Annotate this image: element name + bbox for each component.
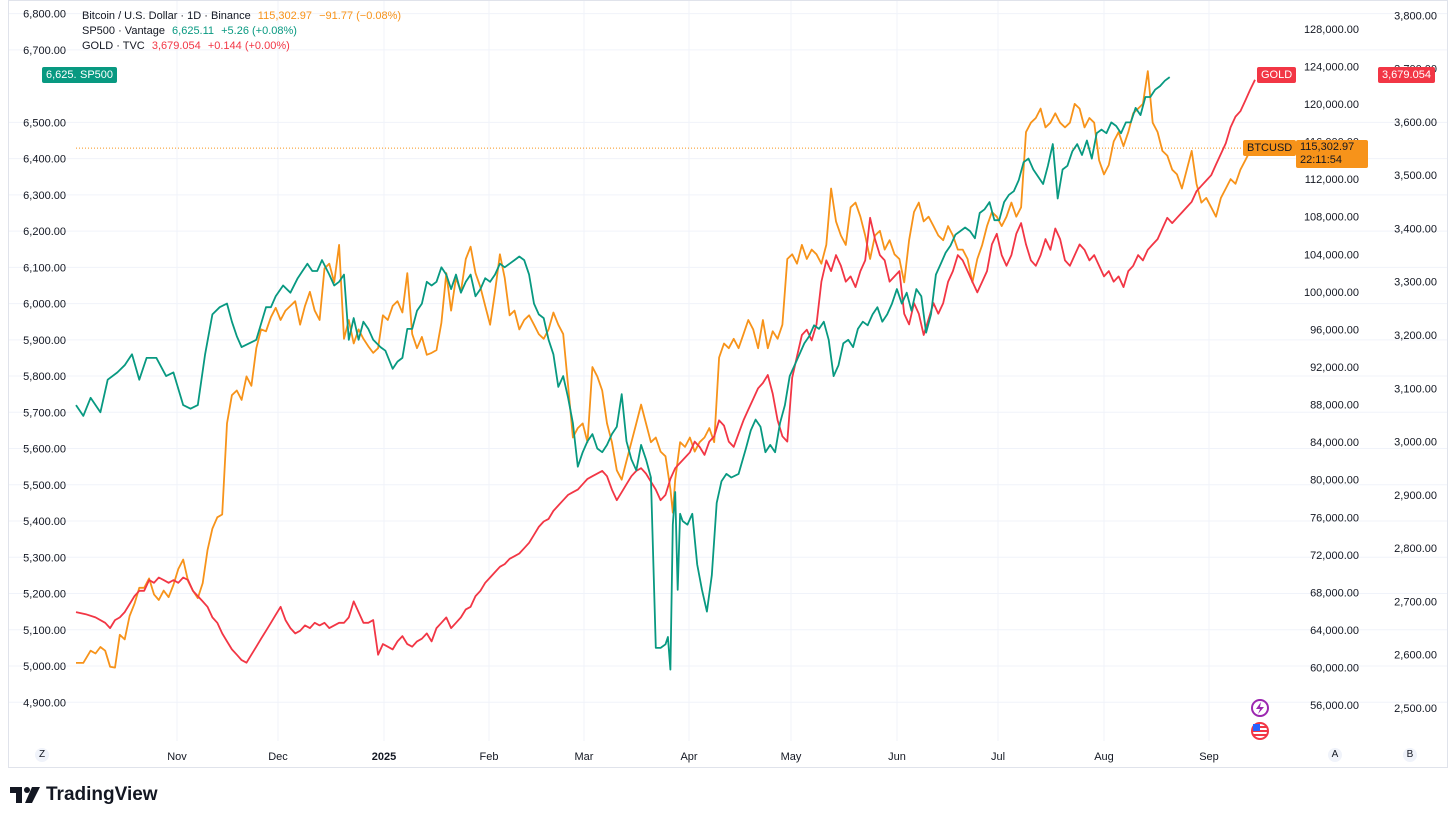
btc-axis-tick-label: 92,000.00 [1310,362,1359,374]
scale-b-button[interactable]: B [1403,748,1417,762]
btc-axis-tick-label: 72,000.00 [1310,550,1359,562]
x-axis-tick-label: Dec [268,751,288,763]
x-axis-tick-label: Nov [167,751,187,763]
gold-axis-tick-label: 2,800.00 [1394,543,1437,555]
tradingview-logo-icon [10,787,40,803]
tradingview-logo[interactable]: TradingView [10,784,158,806]
legend-btc-change: −91.77 (−0.08%) [319,10,402,22]
gold-axis-tick-label: 3,400.00 [1394,223,1437,235]
btc-axis-tick-label: 60,000.00 [1310,663,1359,675]
left-axis-tick-label: 6,800.00 [23,9,66,21]
left-axis-tick-label: 5,600.00 [23,444,66,456]
btc-price-tag: 115,302.97 22:11:54 [1296,140,1368,168]
btc-axis-tick-label: 100,000.00 [1304,287,1359,299]
x-axis-tick-label: 2025 [372,751,396,763]
btc-name-tag: BTCUSD [1243,140,1297,156]
left-axis-tick-label: 5,700.00 [23,407,66,419]
us-flag-icon [1253,724,1267,736]
legend-sp500: SP500 · Vantage 6,625.11 +5.26 (+0.08%) [82,23,301,39]
gold-axis-tick-label: 2,600.00 [1394,650,1437,662]
gold-axis-tick-label: 3,100.00 [1394,383,1437,395]
auto-scale-button[interactable]: A [1328,748,1342,762]
us-flag-event-icon[interactable] [1251,722,1269,740]
left-axis-tick-label: 5,200.00 [23,589,66,601]
gold-axis-tick-label: 2,700.00 [1394,596,1437,608]
legend-sp500-change: +5.26 (+0.08%) [221,25,297,37]
series-line-btcusd [76,70,1256,669]
x-axis-tick-label: Jul [991,751,1005,763]
gold-axis-tick-label: 3,600.00 [1394,117,1437,129]
x-axis-tick-label: Mar [575,751,594,763]
legend-gold-value: 3,679.054 [151,40,201,52]
x-axis-tick-label: Jun [888,751,906,763]
gold-axis-tick-label: 3,500.00 [1394,170,1437,182]
btc-countdown: 22:11:54 [1300,154,1343,166]
left-axis-tick-label: 6,500.00 [23,117,66,129]
btc-axis-tick-label: 76,000.00 [1310,512,1359,524]
left-axis-tick-label: 6,700.00 [23,45,66,57]
left-axis-tick-label: 5,900.00 [23,335,66,347]
sp500-name-tag: SP500 [76,67,118,83]
x-axis-tick-label: May [781,751,802,763]
legend-btc: Bitcoin / U.S. Dollar · 1D · Binance 115… [82,8,405,24]
legend-gold-change: +0.144 (+0.00%) [207,40,290,52]
lightning-icon [1256,702,1264,714]
left-axis-tick-label: 6,000.00 [23,299,66,311]
zoom-button[interactable]: Z [35,748,49,762]
x-axis-tick-label: Feb [480,751,499,763]
left-axis-tick-label: 4,900.00 [23,697,66,709]
gold-axis-tick-label: 3,000.00 [1394,437,1437,449]
btc-axis-tick-label: 120,000.00 [1304,99,1359,111]
left-axis-tick-label: 5,300.00 [23,552,66,564]
left-axis-tick-label: 6,200.00 [23,226,66,238]
series-line-gold [75,79,1256,664]
btc-axis-tick-label: 128,000.00 [1304,24,1359,36]
left-axis-tick-label: 5,400.00 [23,516,66,528]
btc-axis-tick-label: 80,000.00 [1310,475,1359,487]
left-axis-tick-label: 6,400.00 [23,154,66,166]
gold-axis-tick-label: 2,900.00 [1394,490,1437,502]
btc-axis-tick-label: 56,000.00 [1310,700,1359,712]
gold-axis-tick-label: 2,500.00 [1394,703,1437,715]
legend-sp500-name: SP500 · Vantage [82,25,165,37]
left-axis-tick-label: 6,300.00 [23,190,66,202]
btc-price-value: 115,302.97 [1300,141,1355,153]
btc-axis-tick-label: 108,000.00 [1304,212,1359,224]
series-line-sp500 [75,76,1171,671]
legend-btc-value: 115,302.97 [257,10,313,22]
legend-gold-name: GOLD · TVC [82,40,145,52]
legend-gold: GOLD · TVC 3,679.054 +0.144 (+0.00%) [82,38,294,54]
legend-btc-name: Bitcoin / U.S. Dollar · 1D · Binance [82,10,251,22]
btc-axis-tick-label: 84,000.00 [1310,437,1359,449]
gold-axis-tick-label: 3,300.00 [1394,277,1437,289]
legend-sp500-value: 6,625.11 [172,25,215,37]
btc-axis-tick-label: 124,000.00 [1304,61,1359,73]
left-axis-tick-label: 5,800.00 [23,371,66,383]
tradingview-brand: TradingView [46,784,158,805]
btc-axis-tick-label: 88,000.00 [1310,400,1359,412]
left-axis-tick-label: 5,000.00 [23,661,66,673]
chart-frame [8,0,1448,768]
btc-axis-tick-label: 104,000.00 [1304,249,1359,261]
x-axis-tick-label: Sep [1199,751,1219,763]
left-axis-tick-label: 5,100.00 [23,625,66,637]
btc-axis-tick-label: 68,000.00 [1310,587,1359,599]
x-axis-tick-label: Aug [1094,751,1114,763]
lightning-event-icon[interactable] [1251,699,1269,717]
btc-axis-tick-label: 64,000.00 [1310,625,1359,637]
btc-axis-tick-label: 112,000.00 [1305,174,1359,186]
left-axis-tick-label: 5,500.00 [23,480,66,492]
btc-axis-tick-label: 96,000.00 [1310,324,1359,336]
left-axis-tick-label: 6,100.00 [23,262,66,274]
gold-axis-tick-label: 3,800.00 [1394,10,1437,22]
gold-axis-tick-label: 3,200.00 [1394,330,1437,342]
gold-price-tag: 3,679.054 [1378,67,1435,83]
x-axis-tick-label: Apr [680,751,697,763]
gold-name-tag: GOLD [1257,67,1297,83]
